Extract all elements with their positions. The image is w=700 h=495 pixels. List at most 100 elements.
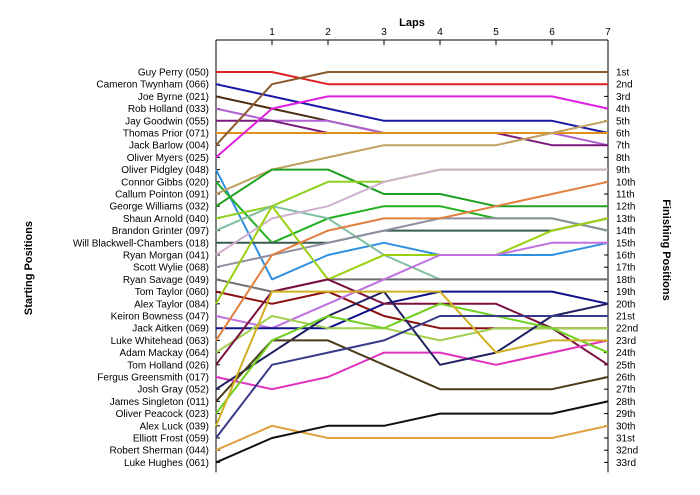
finishing-position-label: 1st <box>616 68 630 79</box>
starting-position-label: Luke Whitehead (063) <box>111 336 209 347</box>
series-line <box>215 339 609 391</box>
finishing-position-label: 20th <box>616 299 635 310</box>
series-line <box>215 290 608 427</box>
starting-position-label: Josh Gray (052) <box>137 385 209 396</box>
x-tick-label: 3 <box>381 27 387 38</box>
starting-position-label: Will Blackwell-Chambers (018) <box>73 238 209 249</box>
starting-position-label: Guy Perry (050) <box>138 68 209 79</box>
finishing-position-label: 25th <box>616 360 635 371</box>
series-line <box>215 241 608 330</box>
starting-position-label: Fergus Greensmith (017) <box>97 373 209 384</box>
starting-position-label: Shaun Arnold (040) <box>123 214 209 225</box>
starting-position-label: Jack Aitken (069) <box>132 324 209 335</box>
starting-position-label: Joe Byrne (021) <box>138 92 209 103</box>
starting-position-label: Robert Sherman (044) <box>110 446 210 457</box>
finishing-position-label: 32nd <box>616 446 638 457</box>
starting-positions-title: Starting Positions <box>23 221 35 315</box>
series-line <box>215 339 609 403</box>
finishing-position-label: 30th <box>616 421 635 432</box>
finishing-position-label: 17th <box>616 263 635 274</box>
finishing-position-label: 5th <box>616 116 630 127</box>
series-line <box>215 71 608 146</box>
finishing-position-label: 29th <box>616 409 635 420</box>
finishing-position-label: 28th <box>616 397 635 408</box>
starting-position-label: Oliver Myers (025) <box>127 153 209 164</box>
starting-position-label: Cameron Twynham (066) <box>96 80 209 91</box>
x-tick-label: 1 <box>269 27 275 38</box>
x-tick-label: 4 <box>437 27 443 38</box>
series-line <box>215 315 608 439</box>
x-tick-label: 2 <box>325 27 331 38</box>
starting-position-label: Adam Mackay (064) <box>120 348 209 359</box>
series-line <box>215 168 608 208</box>
starting-position-label: Luke Hughes (061) <box>124 458 209 469</box>
finishing-position-label: 19th <box>616 287 635 298</box>
finishing-position-label: 8th <box>616 153 630 164</box>
series-line <box>216 290 609 330</box>
finishing-position-label: 4th <box>616 104 630 115</box>
starting-position-label: Callum Pointon (091) <box>115 190 209 201</box>
series-line <box>215 95 609 159</box>
series-line <box>215 217 609 269</box>
finishing-position-label: 16th <box>616 251 635 262</box>
starting-position-label: Keiron Bowness (047) <box>111 312 209 323</box>
starting-position-label: Oliver Peacock (023) <box>116 409 209 420</box>
starting-position-label: Ryan Morgan (041) <box>123 251 209 262</box>
series-line <box>215 315 608 354</box>
starting-position-label: Oliver Pidgley (048) <box>121 165 209 176</box>
series-line <box>215 168 608 256</box>
series-lines <box>215 71 609 464</box>
series-line <box>215 302 609 415</box>
x-axis-title: Laps <box>399 17 425 29</box>
finishing-position-label: 7th <box>616 141 630 152</box>
starting-position-label: Connor Gibbs (020) <box>121 177 209 188</box>
x-tick-label: 5 <box>493 27 499 38</box>
x-tick-label: 7 <box>605 27 611 38</box>
finishing-position-label: 33rd <box>616 458 636 469</box>
series-line <box>215 400 609 464</box>
finishing-position-label: 23rd <box>616 336 636 347</box>
starting-position-label: Thomas Prior (071) <box>123 129 209 140</box>
finishing-position-label: 26th <box>616 373 635 384</box>
series-line <box>216 217 609 244</box>
finishing-position-label: 27th <box>616 385 635 396</box>
starting-position-label: Alex Taylor (084) <box>134 299 209 310</box>
finishing-position-label: 18th <box>616 275 635 286</box>
series-line <box>215 424 609 452</box>
starting-position-label: Brandon Grinter (097) <box>112 226 209 237</box>
finishing-position-label: 9th <box>616 165 630 176</box>
finishing-position-label: 21st <box>616 312 635 323</box>
starting-position-labels: Guy Perry (050)Cameron Twynham (066)Joe … <box>73 68 209 469</box>
series-line <box>215 169 609 281</box>
series-line <box>215 180 609 341</box>
starting-position-label: Tom Holland (026) <box>127 360 209 371</box>
starting-position-label: Ryan Savage (049) <box>123 275 209 286</box>
starting-position-label: Elliott Frost (059) <box>133 434 209 445</box>
starting-position-label: Jack Barlow (004) <box>129 141 209 152</box>
finishing-position-label: 11th <box>616 190 635 201</box>
finishing-position-label: 31st <box>616 434 635 445</box>
series-line <box>215 119 609 195</box>
finishing-position-label: 13th <box>616 214 635 225</box>
starting-position-label: Jay Goodwin (055) <box>125 116 209 127</box>
starting-position-label: George Williams (032) <box>110 202 209 213</box>
finishing-position-label: 14th <box>616 226 635 237</box>
starting-position-label: Scott Wylie (068) <box>133 263 209 274</box>
starting-position-label: James Singleton (011) <box>110 397 209 408</box>
finishing-position-label: 6th <box>616 129 630 140</box>
starting-position-label: Alex Luck (039) <box>140 421 209 432</box>
series-line <box>216 71 608 86</box>
series-line <box>215 278 609 366</box>
x-tick-label: 6 <box>549 27 555 38</box>
starting-position-label: Rob Holland (033) <box>128 104 209 115</box>
finishing-position-label: 12th <box>616 202 635 213</box>
finishing-position-label: 3rd <box>616 92 630 103</box>
finishing-position-label: 2nd <box>616 80 633 91</box>
series-line <box>215 205 609 305</box>
finishing-position-label: 24th <box>616 348 635 359</box>
finishing-positions-title: Finishing Positions <box>660 199 672 300</box>
x-tick-labels: 1 2 3 4 5 6 7 <box>269 27 611 38</box>
starting-position-label: Tom Taylor (060) <box>135 287 209 298</box>
series-line <box>215 83 609 134</box>
